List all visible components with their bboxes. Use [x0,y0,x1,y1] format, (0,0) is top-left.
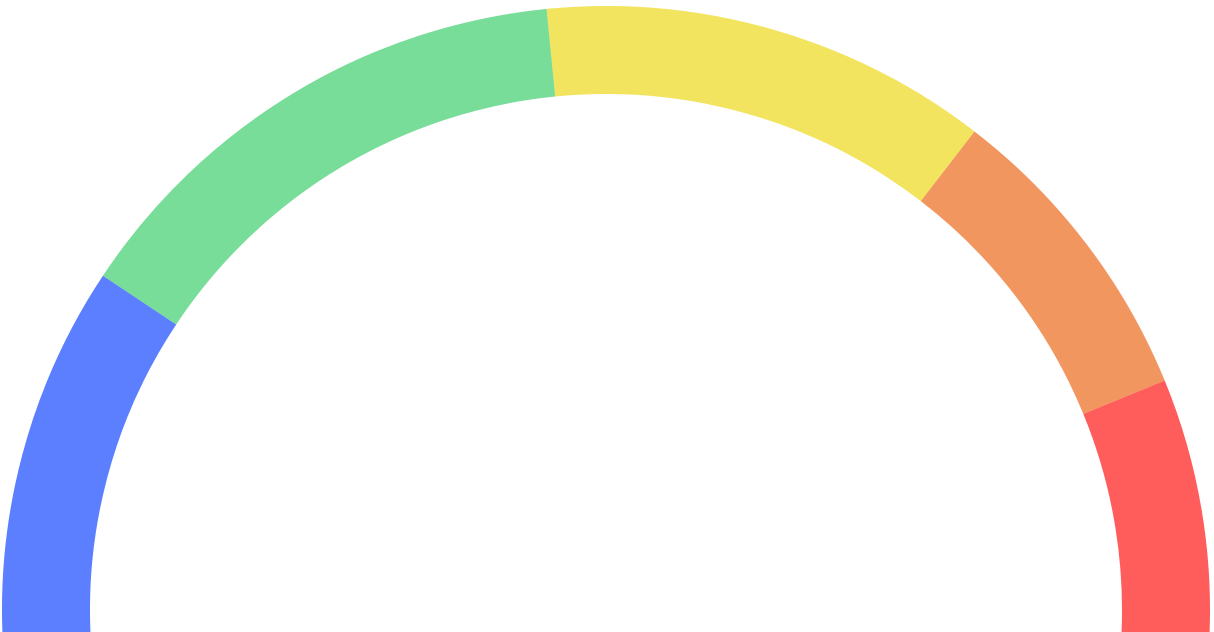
gauge-start-cap [6,605,88,632]
gauge-segment-4 [920,131,1165,415]
gauge-arc [2,6,1210,632]
gauge-segment-5 [1083,380,1210,632]
gauge-segment-3 [546,6,975,202]
gauge-end-cap [1124,605,1206,632]
gauge-segment-2 [102,8,556,325]
gauge-segment-1 [2,275,177,632]
